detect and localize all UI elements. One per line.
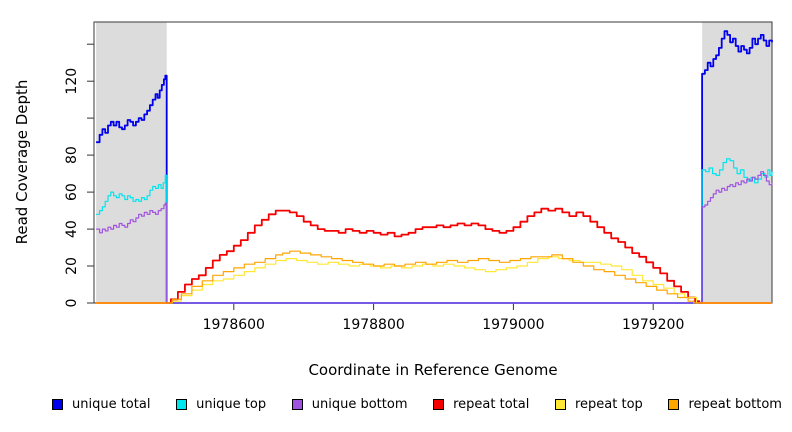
x-tick-label: 1978600 — [203, 317, 265, 333]
x-tick-label: 1978800 — [342, 317, 404, 333]
legend-swatch-icon — [433, 399, 445, 410]
coverage-chart: 0 20 40 60 80 120 1978600 1978800 1979000 1979200… — [13, 21, 773, 379]
legend-swatch-icon — [291, 399, 303, 410]
y-tick-label: 60 — [64, 183, 80, 201]
y-tick-label: 80 — [64, 146, 80, 164]
legend-item-unique-top: unique top — [176, 397, 266, 412]
y-tick-label: 40 — [64, 220, 80, 238]
series-line-repeat-bottom — [96, 250, 772, 304]
series-line-unique-bottom — [96, 171, 773, 304]
shaded-regions — [96, 22, 772, 303]
legend-item-repeat-bottom: repeat bottom — [668, 397, 782, 412]
y-tick-label: 20 — [64, 257, 80, 275]
legend-label: repeat bottom — [688, 397, 782, 412]
y-tick-label: 120 — [64, 68, 80, 95]
legend-swatch-icon — [668, 399, 680, 410]
chart-legend: unique total unique top unique bottom repea… — [0, 397, 792, 412]
legend-label: repeat total — [453, 397, 530, 412]
series-line-unique-top — [96, 158, 773, 304]
y-tick-label: 0 — [64, 299, 80, 308]
legend-label: unique top — [196, 397, 267, 412]
x-tick-label: 1979200 — [622, 317, 684, 333]
legend-item-unique-total: unique total — [52, 397, 150, 412]
x-axis-title: Coordinate in Reference Genome — [308, 361, 557, 379]
x-tick-label: 1979000 — [482, 317, 544, 333]
unique-flank-right — [702, 22, 772, 303]
legend-label: unique bottom — [311, 397, 408, 412]
unique-flank-left — [96, 22, 167, 303]
legend-swatch-icon — [52, 399, 63, 410]
plot-border — [93, 21, 773, 304]
legend-swatch-icon — [176, 399, 188, 410]
legend-label: repeat top — [575, 397, 643, 412]
legend-label: unique total — [72, 397, 151, 412]
plot-box — [93, 21, 773, 304]
legend-item-unique-bottom: unique bottom — [291, 397, 408, 412]
axes: 0 20 40 60 80 120 1978600 1978800 1979000 1979200 — [64, 43, 684, 333]
legend-item-repeat-top: repeat top — [555, 397, 643, 412]
legend-item-repeat-total: repeat total — [433, 397, 529, 412]
data-series — [96, 30, 773, 304]
series-line-unique-total — [96, 30, 773, 304]
y-axis-title: Read Coverage Depth — [13, 80, 31, 245]
series-line-repeat-total — [96, 207, 772, 304]
legend-swatch-icon — [555, 399, 566, 410]
